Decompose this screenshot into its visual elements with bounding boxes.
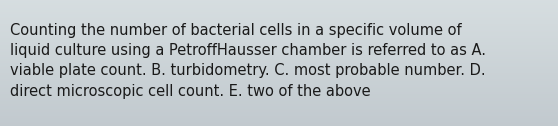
Text: Counting the number of bacterial cells in a specific volume of
liquid culture us: Counting the number of bacterial cells i… [10,23,486,99]
